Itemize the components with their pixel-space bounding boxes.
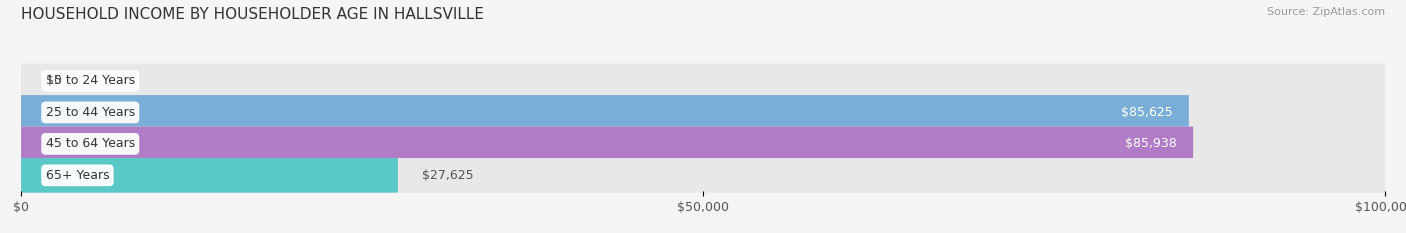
Text: 65+ Years: 65+ Years [45, 169, 110, 182]
Text: HOUSEHOLD INCOME BY HOUSEHOLDER AGE IN HALLSVILLE: HOUSEHOLD INCOME BY HOUSEHOLDER AGE IN H… [21, 7, 484, 22]
FancyBboxPatch shape [21, 127, 1385, 161]
FancyBboxPatch shape [21, 158, 398, 193]
Text: 25 to 44 Years: 25 to 44 Years [45, 106, 135, 119]
FancyBboxPatch shape [21, 127, 1194, 161]
FancyBboxPatch shape [21, 95, 1385, 130]
Text: $85,938: $85,938 [1125, 137, 1177, 150]
FancyBboxPatch shape [21, 95, 1189, 130]
Text: Source: ZipAtlas.com: Source: ZipAtlas.com [1267, 7, 1385, 17]
FancyBboxPatch shape [21, 64, 1385, 98]
Text: $0: $0 [45, 75, 62, 87]
Text: 45 to 64 Years: 45 to 64 Years [45, 137, 135, 150]
Text: $85,625: $85,625 [1121, 106, 1173, 119]
FancyBboxPatch shape [21, 158, 1385, 193]
Text: $27,625: $27,625 [422, 169, 474, 182]
Text: 15 to 24 Years: 15 to 24 Years [45, 75, 135, 87]
